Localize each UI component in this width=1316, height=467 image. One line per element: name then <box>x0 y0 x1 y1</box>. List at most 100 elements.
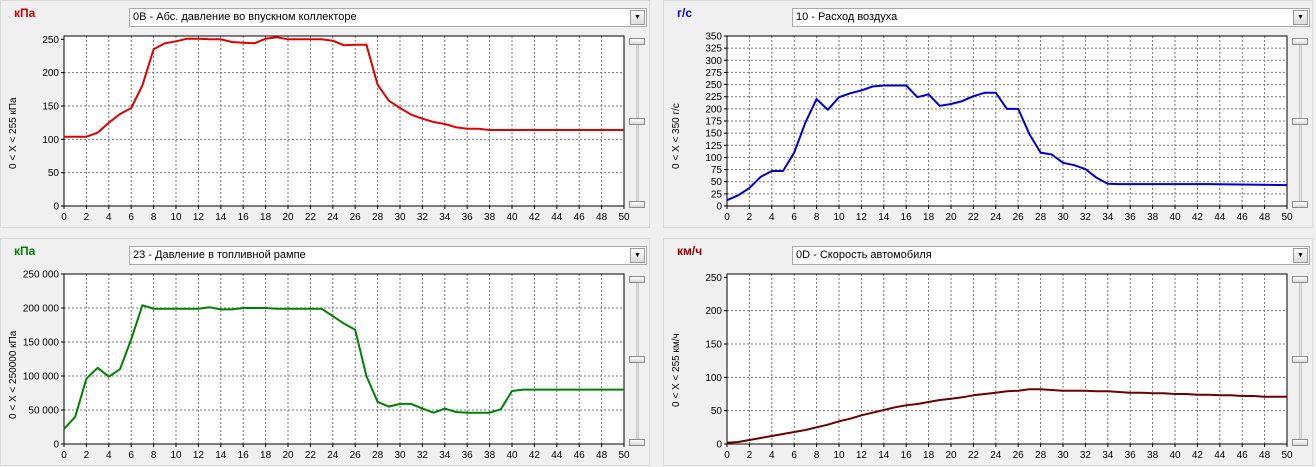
y-tick-label: 100 <box>705 373 722 384</box>
slider-thumb-bottom[interactable] <box>629 201 645 208</box>
y-tick-label: 25 <box>711 189 723 200</box>
series-line <box>726 388 1287 444</box>
y-tick-label: 0 <box>53 440 59 451</box>
x-tick-label: 42 <box>1192 212 1204 223</box>
x-tick-label: 10 <box>833 212 845 223</box>
y-tick-label: 200 <box>705 306 722 317</box>
x-tick-label: 44 <box>551 212 563 223</box>
y-tick-label: 350 <box>705 32 722 43</box>
x-tick-label: 22 <box>968 450 980 461</box>
plot-border <box>726 35 1288 207</box>
x-tick-label: 42 <box>1192 450 1204 461</box>
y-tick-label: 50 <box>711 177 723 188</box>
x-tick-label: 2 <box>747 450 753 461</box>
x-tick-label: 14 <box>215 450 227 461</box>
x-tick-label: 14 <box>878 450 890 461</box>
x-tick-label: 42 <box>529 450 541 461</box>
range-slider[interactable] <box>1292 276 1308 446</box>
y-tick-label: 75 <box>711 165 723 176</box>
x-tick-label: 30 <box>1057 212 1069 223</box>
sensor-select-value: 0B - Абс. давление во впускном коллектор… <box>133 11 357 23</box>
x-tick-label: 26 <box>1013 212 1025 223</box>
slider-thumb-middle[interactable] <box>629 356 645 363</box>
plot-border <box>726 273 1288 445</box>
x-tick-label: 28 <box>1035 450 1047 461</box>
chevron-down-icon[interactable]: ▼ <box>1293 248 1308 263</box>
x-tick-label: 18 <box>260 450 272 461</box>
x-tick-label: 48 <box>596 450 608 461</box>
x-tick-label: 10 <box>170 450 182 461</box>
unit-label: км/ч <box>677 244 703 258</box>
x-tick-label: 18 <box>923 450 935 461</box>
x-tick-label: 0 <box>61 212 67 223</box>
x-tick-label: 28 <box>1035 212 1047 223</box>
chevron-down-icon[interactable]: ▼ <box>630 248 645 263</box>
plot-area <box>727 274 1287 444</box>
series-line <box>726 84 1288 202</box>
x-tick-label: 16 <box>901 212 913 223</box>
slider-thumb-bottom[interactable] <box>1292 201 1308 208</box>
slider-thumb-middle[interactable] <box>629 118 645 125</box>
x-tick-label: 48 <box>1259 212 1271 223</box>
slider-thumb-bottom[interactable] <box>629 439 645 446</box>
y-tick-label: 250 000 <box>23 270 60 281</box>
x-tick-label: 46 <box>1237 212 1249 223</box>
x-tick-label: 36 <box>1125 450 1137 461</box>
x-tick-label: 44 <box>551 450 563 461</box>
x-tick-label: 38 <box>484 450 496 461</box>
chart-panel-intake-pressure: кПа 0B - Абс. давление во впускном колле… <box>0 0 650 228</box>
x-tick-label: 46 <box>574 450 586 461</box>
range-slider[interactable] <box>629 276 645 446</box>
y-tick-label: 200 <box>705 104 722 115</box>
x-tick-label: 2 <box>747 212 753 223</box>
x-tick-label: 38 <box>1147 212 1159 223</box>
sensor-select[interactable]: 0B - Абс. давление во впускном коллектор… <box>129 8 647 27</box>
unit-label: г/с <box>677 6 693 20</box>
chevron-down-icon[interactable]: ▼ <box>1293 10 1308 25</box>
y-tick-label: 125 <box>705 141 722 152</box>
x-tick-label: 8 <box>151 450 157 461</box>
range-slider[interactable] <box>1292 38 1308 208</box>
slider-thumb-top[interactable] <box>629 276 645 283</box>
x-tick-label: 22 <box>305 212 317 223</box>
range-slider[interactable] <box>629 38 645 208</box>
x-tick-label: 44 <box>1214 450 1226 461</box>
x-tick-label: 36 <box>462 212 474 223</box>
slider-thumb-bottom[interactable] <box>1292 439 1308 446</box>
y-tick-label: 250 <box>42 35 59 46</box>
sensor-select[interactable]: 23 - Давление в топливной рампе ▼ <box>129 246 647 265</box>
y-tick-label: 50 000 <box>28 406 59 417</box>
x-tick-label: 22 <box>305 450 317 461</box>
x-tick-label: 20 <box>282 212 294 223</box>
x-tick-label: 38 <box>484 212 496 223</box>
x-tick-label: 32 <box>417 450 429 461</box>
y-tick-label: 0 <box>716 440 722 451</box>
x-tick-label: 42 <box>529 212 541 223</box>
slider-thumb-middle[interactable] <box>1292 118 1308 125</box>
x-tick-label: 2 <box>84 212 90 223</box>
x-tick-label: 34 <box>439 212 451 223</box>
chevron-down-icon[interactable]: ▼ <box>630 10 645 25</box>
x-tick-label: 32 <box>417 212 429 223</box>
plot-area <box>64 274 624 444</box>
x-tick-label: 24 <box>327 212 339 223</box>
x-tick-label: 50 <box>1281 450 1293 461</box>
y-tick-label: 100 000 <box>23 372 60 383</box>
x-tick-label: 48 <box>1259 450 1271 461</box>
y-tick-label: 275 <box>705 68 722 79</box>
chart-panel-fuel-rail-pressure: кПа 23 - Давление в топливной рампе ▼ 0 … <box>0 238 650 466</box>
y-tick-label: 100 <box>705 153 722 164</box>
slider-thumb-top[interactable] <box>1292 38 1308 45</box>
y-tick-label: 150 <box>42 102 59 113</box>
x-tick-label: 28 <box>372 212 384 223</box>
slider-thumb-top[interactable] <box>629 38 645 45</box>
sensor-select[interactable]: 10 - Расход воздуха ▼ <box>792 8 1310 27</box>
x-tick-label: 6 <box>128 450 134 461</box>
y-tick-label: 200 <box>42 68 59 79</box>
x-tick-label: 18 <box>260 212 272 223</box>
slider-thumb-top[interactable] <box>1292 276 1308 283</box>
plot-border <box>63 273 625 445</box>
slider-thumb-middle[interactable] <box>1292 356 1308 363</box>
sensor-select[interactable]: 0D - Скорость автомобиля ▼ <box>792 246 1310 265</box>
x-tick-label: 4 <box>106 450 112 461</box>
